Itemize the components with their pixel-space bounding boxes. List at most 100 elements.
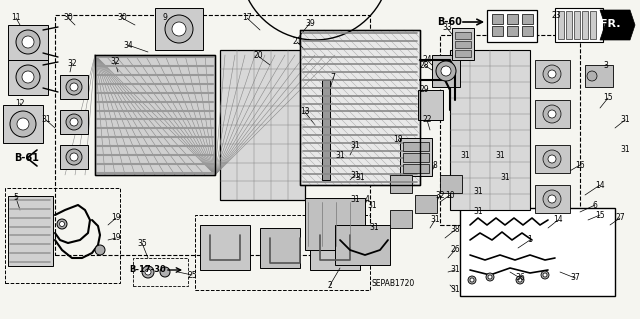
Text: 31: 31 [41,115,51,124]
Bar [535,145,570,173]
Bar [555,8,603,42]
Bar [558,11,564,39]
Text: 31: 31 [473,207,483,217]
Text: FR.: FR. [600,19,620,29]
Bar [260,228,300,268]
Bar [55,15,370,255]
Circle shape [60,221,65,226]
Bar [574,11,580,39]
Text: 29: 29 [419,85,429,94]
Circle shape [436,61,456,81]
Circle shape [16,30,40,54]
Bar [450,50,530,210]
Text: 15: 15 [595,211,605,219]
Text: 31: 31 [450,265,460,275]
Circle shape [548,195,556,203]
Bar [200,225,250,270]
Circle shape [142,266,154,278]
Text: 16: 16 [575,160,585,169]
Bar [535,185,570,213]
Circle shape [22,71,34,83]
Text: 37: 37 [570,273,580,283]
Bar [440,35,580,225]
Bar [195,215,370,290]
Text: 31: 31 [335,151,345,160]
Text: 31: 31 [350,196,360,204]
Text: 31: 31 [350,140,360,150]
Bar [220,50,305,200]
Bar [60,75,88,99]
Text: 35: 35 [137,239,147,248]
Bar [400,138,432,176]
Circle shape [70,118,78,126]
Bar [390,175,412,193]
Text: B-17-30: B-17-30 [130,265,166,275]
Text: 31: 31 [450,286,460,294]
Circle shape [10,111,36,137]
Bar [95,55,215,175]
Text: 8: 8 [433,160,437,169]
Circle shape [548,155,556,163]
Text: 39: 39 [305,19,315,27]
Text: 30: 30 [63,13,73,23]
Bar [487,10,537,42]
Circle shape [543,190,561,208]
Text: 21: 21 [292,38,301,47]
Bar [492,26,503,36]
Polygon shape [600,10,635,40]
Circle shape [57,219,67,229]
Bar [455,32,471,39]
Text: 31: 31 [500,174,510,182]
Bar [440,175,462,193]
Text: 31: 31 [620,115,630,124]
Text: 20: 20 [253,51,263,61]
Bar [8,25,48,60]
Text: 32: 32 [67,58,77,68]
Text: 23: 23 [551,11,561,19]
Bar [60,145,88,169]
Text: 31: 31 [460,151,470,160]
Circle shape [548,110,556,118]
Circle shape [470,278,474,282]
Circle shape [66,114,82,130]
Text: 14: 14 [553,216,563,225]
Bar [133,258,188,286]
Bar [403,164,429,173]
Text: 22: 22 [422,115,432,124]
Bar [507,26,518,36]
Circle shape [95,245,105,255]
Text: 30: 30 [117,13,127,23]
Text: 12: 12 [15,99,25,108]
Text: 6: 6 [593,201,597,210]
Bar [585,65,613,87]
Text: 1: 1 [527,235,532,244]
Text: 18: 18 [393,136,403,145]
Circle shape [66,79,82,95]
Text: 15: 15 [603,93,613,102]
Text: 26: 26 [450,246,460,255]
Circle shape [543,105,561,123]
Bar [5,188,120,283]
Text: 17: 17 [242,13,252,23]
Circle shape [70,83,78,91]
Circle shape [66,149,82,165]
Bar [535,60,570,88]
Bar [300,30,420,185]
Text: 4: 4 [365,196,369,204]
Bar [455,41,471,48]
Text: 31: 31 [350,170,360,180]
Bar [8,196,53,266]
Circle shape [541,271,549,279]
Text: 7: 7 [331,73,335,83]
Circle shape [543,273,547,277]
Circle shape [70,153,78,161]
Circle shape [16,65,40,89]
Circle shape [22,36,34,48]
Bar [492,14,503,24]
Text: B-60: B-60 [438,17,463,27]
Text: 19: 19 [111,213,121,222]
Circle shape [518,278,522,282]
Bar [535,100,570,128]
Text: 25: 25 [187,271,197,279]
Text: 14: 14 [595,181,605,189]
